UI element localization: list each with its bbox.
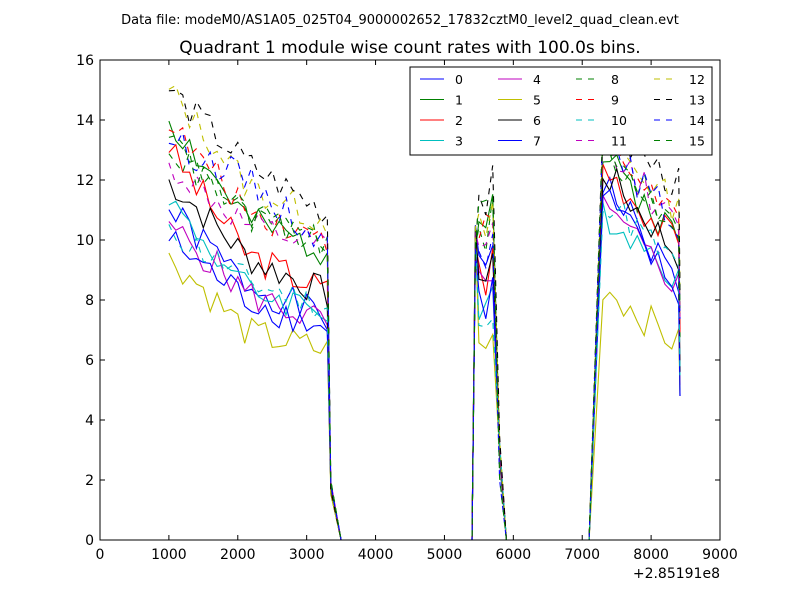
legend-label-11: 11 <box>611 134 627 149</box>
x-tick-label: 4000 <box>358 547 394 563</box>
x-tick-label: 9000 <box>702 547 738 563</box>
series-line-0 <box>168 175 681 541</box>
legend-label-3: 3 <box>455 134 463 149</box>
x-tick-label: 0 <box>96 547 105 563</box>
series-line-5 <box>168 231 681 541</box>
y-tick-label: 12 <box>76 173 94 189</box>
legend-label-12: 12 <box>689 72 705 87</box>
legend-label-9: 9 <box>611 93 619 108</box>
x-tick-label: 1000 <box>151 547 187 563</box>
series-line-15 <box>168 132 681 541</box>
y-tick-label: 8 <box>85 293 94 309</box>
y-tick-label: 14 <box>76 113 94 129</box>
y-tick-label: 16 <box>76 53 94 69</box>
x-tick-label: 8000 <box>633 547 669 563</box>
y-tick-label: 2 <box>85 473 94 489</box>
chart-title: Quadrant 1 module wise count rates with … <box>179 38 640 58</box>
x-tick-label: 5000 <box>427 547 463 563</box>
legend-label-4: 4 <box>533 72 541 87</box>
legend-box <box>409 66 713 156</box>
series-line-13 <box>168 89 681 541</box>
y-tick-label: 6 <box>85 353 94 369</box>
x-tick-label: 6000 <box>496 547 532 563</box>
legend-label-1: 1 <box>455 93 463 108</box>
legend-label-7: 7 <box>533 134 541 149</box>
series-line-4 <box>168 193 681 541</box>
x-tick-label: 7000 <box>564 547 600 563</box>
legend-label-0: 0 <box>455 72 463 87</box>
legend-label-5: 5 <box>533 93 541 108</box>
legend-label-14: 14 <box>689 113 705 128</box>
y-tick-label: 10 <box>76 233 94 249</box>
legend-label-13: 13 <box>689 93 705 108</box>
chart-suptitle: Data file: modeM0/AS1A05_025T04_90000026… <box>121 13 679 28</box>
legend-label-8: 8 <box>611 72 619 87</box>
legend-label-6: 6 <box>533 113 541 128</box>
x-tick-label: 2000 <box>220 547 256 563</box>
series-line-9 <box>168 126 681 541</box>
legend-label-10: 10 <box>611 113 627 128</box>
x-tick-label: 3000 <box>289 547 325 563</box>
y-tick-label: 0 <box>85 533 94 549</box>
x-offset-label: +2.85191e8 <box>633 566 720 582</box>
legend-label-15: 15 <box>689 134 705 149</box>
y-tick-label: 4 <box>85 413 94 429</box>
series-line-7 <box>168 188 681 541</box>
series-line-14 <box>168 130 681 541</box>
tick-layer: 0 1000 2000 3000 4000 5000 6000 7000 8000 9000 0 2 4… <box>76 53 738 563</box>
legend-label-2: 2 <box>455 113 463 128</box>
